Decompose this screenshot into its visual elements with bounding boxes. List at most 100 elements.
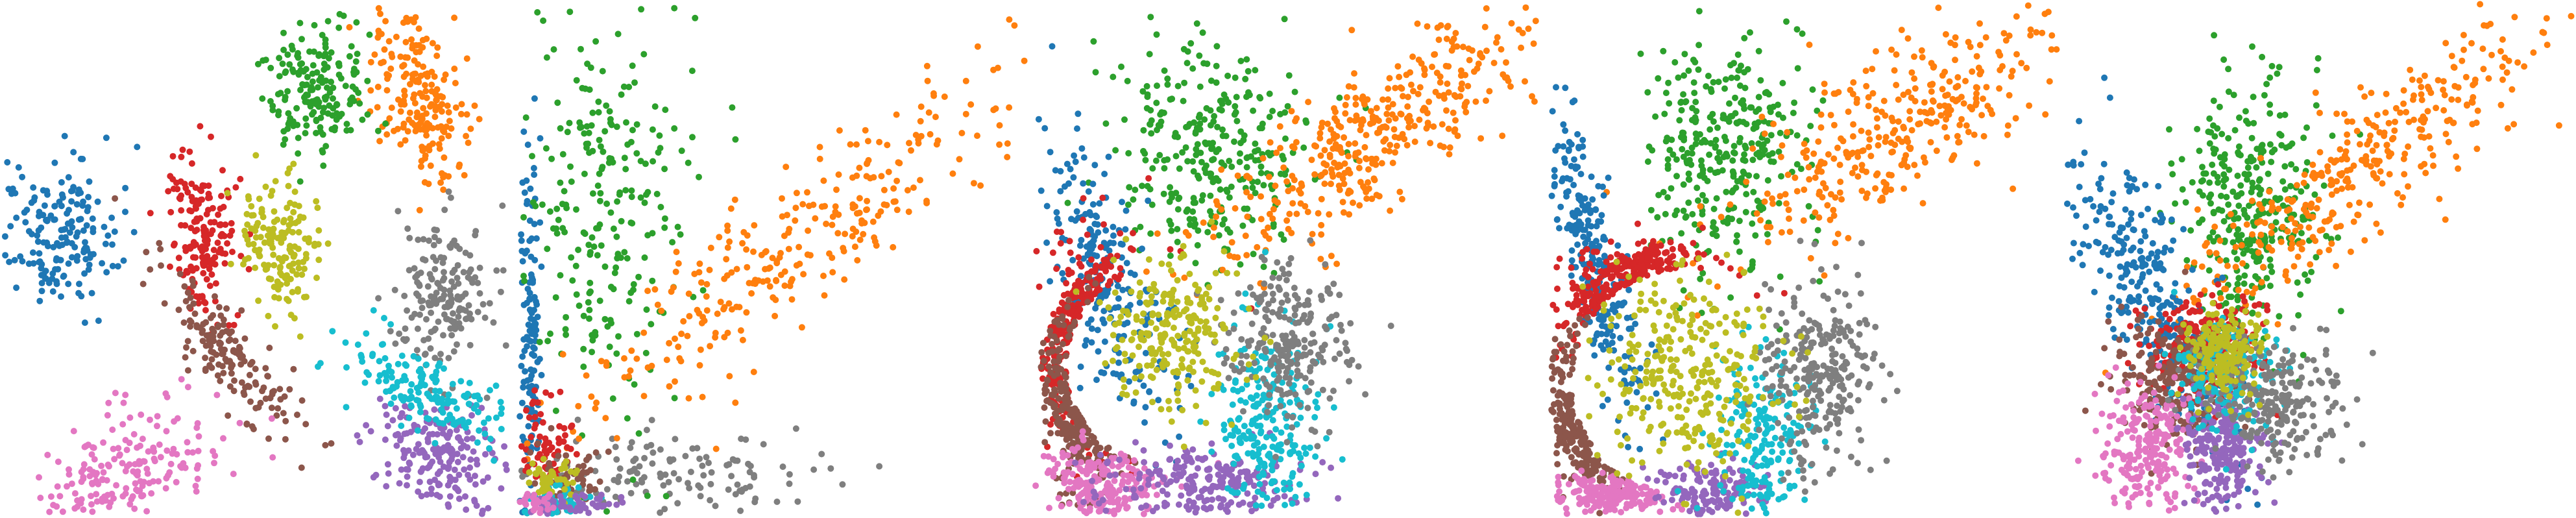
data-point <box>436 145 443 152</box>
data-point <box>1208 77 1215 84</box>
data-point <box>674 500 681 507</box>
data-point <box>1054 460 1062 467</box>
data-point <box>1294 396 1300 403</box>
data-point <box>1306 444 1313 451</box>
data-point <box>1080 216 1087 223</box>
data-point <box>450 310 456 317</box>
data-point <box>847 141 854 148</box>
data-point <box>139 436 146 443</box>
data-point <box>275 295 282 302</box>
data-point <box>623 119 629 126</box>
data-point <box>1291 312 1298 319</box>
data-point <box>456 163 463 170</box>
data-point <box>1123 260 1130 267</box>
data-point <box>1195 494 1202 501</box>
data-point <box>322 441 329 449</box>
data-point <box>1283 291 1290 299</box>
data-point <box>1061 381 1068 388</box>
data-point <box>779 213 786 220</box>
data-point <box>481 430 489 438</box>
data-point <box>444 102 451 109</box>
data-point <box>873 242 880 249</box>
data-point <box>437 351 444 358</box>
data-point <box>1155 397 1162 404</box>
data-point <box>409 451 417 458</box>
data-point <box>407 80 413 88</box>
data-point <box>1400 93 1406 100</box>
data-point <box>1365 179 1372 186</box>
data-point <box>925 109 932 116</box>
data-point <box>1119 199 1125 206</box>
data-point <box>402 376 409 383</box>
data-point <box>734 481 741 488</box>
data-point <box>207 257 214 264</box>
data-point <box>1184 158 1191 165</box>
data-point <box>448 278 456 285</box>
data-point <box>1452 126 1459 133</box>
data-point <box>324 240 332 247</box>
data-point <box>1232 103 1239 110</box>
data-point <box>227 260 234 267</box>
data-point <box>685 480 691 487</box>
data-point <box>587 251 594 258</box>
data-point <box>671 125 678 132</box>
data-point <box>930 92 938 99</box>
data-point <box>90 444 97 451</box>
data-point <box>123 485 130 492</box>
data-point <box>431 406 438 413</box>
data-point <box>1204 60 1211 68</box>
data-point <box>1073 293 1080 301</box>
data-point <box>883 202 890 208</box>
data-point <box>401 92 408 99</box>
data-point <box>624 478 631 485</box>
data-point <box>1289 185 1296 192</box>
data-point <box>175 254 182 262</box>
data-point <box>518 399 526 406</box>
data-point <box>157 454 164 461</box>
data-point <box>1269 274 1276 281</box>
data-point <box>573 77 580 84</box>
data-point <box>1104 290 1111 297</box>
series-7 <box>1072 430 1342 516</box>
data-point <box>1311 171 1318 178</box>
data-point <box>1298 462 1305 469</box>
data-point <box>759 278 766 285</box>
data-point <box>1057 167 1064 175</box>
data-point <box>1139 182 1145 190</box>
data-point <box>1277 145 1283 152</box>
data-point <box>64 483 70 490</box>
data-point <box>523 177 530 184</box>
data-point <box>294 412 300 418</box>
data-point <box>80 461 88 468</box>
data-point <box>1269 290 1276 297</box>
data-point <box>1059 341 1066 347</box>
data-point <box>1176 165 1183 172</box>
data-point <box>678 330 685 338</box>
data-point <box>236 343 243 351</box>
data-point <box>1090 38 1097 45</box>
data-point <box>589 109 596 116</box>
data-point <box>522 508 529 515</box>
data-point <box>548 155 555 162</box>
data-point <box>500 267 507 274</box>
data-point <box>280 128 287 135</box>
data-point <box>88 290 95 297</box>
data-point <box>1148 130 1155 137</box>
data-point <box>651 286 659 293</box>
data-point <box>93 498 101 505</box>
data-point <box>322 50 329 57</box>
data-point <box>1337 123 1344 130</box>
series-1 <box>1064 14 1369 289</box>
data-point <box>309 111 315 118</box>
data-point <box>155 478 162 485</box>
data-point <box>310 62 317 69</box>
data-point <box>626 298 633 305</box>
data-point <box>391 286 398 293</box>
data-point <box>1475 60 1482 68</box>
data-point <box>435 318 442 325</box>
data-point <box>322 36 329 43</box>
data-point <box>256 246 263 253</box>
data-point <box>415 236 422 243</box>
data-point <box>531 345 538 352</box>
data-point <box>203 276 210 283</box>
